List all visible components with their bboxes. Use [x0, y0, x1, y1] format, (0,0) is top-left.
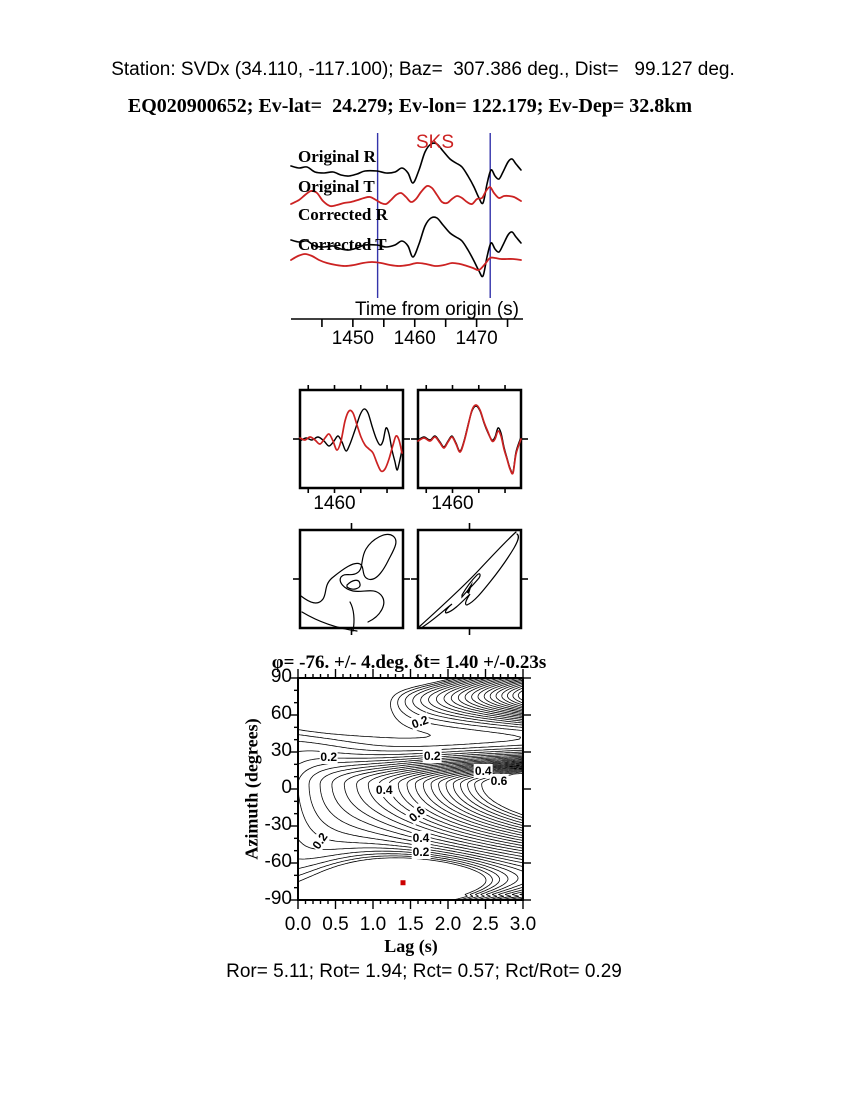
splitting-result-title: φ= -76. +/- 4.deg. δt= 1.40 +/-0.23s: [271, 652, 547, 673]
lag-tick-label: 0.5: [322, 914, 349, 935]
particle-motion-panel-corrected: [411, 523, 528, 635]
lag-tick-label: 1.5: [397, 914, 424, 935]
time-axis: [291, 318, 523, 327]
time-tick-label: 1460: [393, 328, 436, 349]
contour-ylabel: Azimuth (degrees): [241, 718, 262, 860]
time-axis-label: Time from origin (s): [355, 299, 519, 320]
best-fit-marker: [400, 880, 406, 886]
comparison-panel-corrected: [411, 385, 528, 493]
trace-label-original-t: Original T: [298, 177, 375, 196]
contour-value-label: 0.2: [422, 748, 442, 763]
contour-frame: [290, 669, 531, 909]
particle-motion-panel-original: [293, 523, 410, 635]
trace-label-corrected-r: Corrected R: [298, 205, 388, 224]
energy-stats-caption: Ror= 5.11; Rot= 1.94; Rct= 0.57; Rct/Rot…: [226, 961, 622, 982]
time-tick-label: 1470: [455, 328, 498, 349]
azimuth-tick-label: 0: [281, 777, 292, 798]
lag-tick-label: 2.5: [472, 914, 499, 935]
splitting-window-markers: [376, 133, 491, 298]
trace-label-original-r: Original R: [298, 147, 376, 166]
azimuth-tick-label: -30: [264, 814, 292, 835]
lag-tick-label: 1.0: [359, 914, 387, 935]
best-fit-dot: [400, 880, 406, 886]
contour-value-label: 0.2: [319, 749, 339, 764]
azimuth-tick-label: 60: [270, 703, 292, 724]
azimuth-tick-label: 90: [270, 666, 292, 687]
contour-value-label: 0.6: [489, 773, 509, 788]
contour-plot: [298, 678, 523, 900]
lag-tick-label: 2.0: [434, 914, 462, 935]
comparison-tick-label: 1460: [431, 493, 474, 514]
event-header: EQ020900652; Ev-lat= 24.279; Ev-lon= 122…: [127, 95, 693, 117]
phase-label-sks: SKS: [415, 132, 455, 153]
waveform-traces: [290, 142, 522, 278]
station-header: Station: SVDx (34.110, -117.100); Baz= 3…: [111, 59, 735, 80]
contour-value-label: 0.4: [374, 782, 394, 797]
lag-tick-label: 3.0: [509, 914, 537, 935]
azimuth-tick-label: 30: [270, 740, 292, 761]
comparison-panel-original: [293, 385, 410, 493]
contour-value-label: 0.2: [411, 845, 431, 860]
contour-value-label: 0.4: [411, 830, 431, 845]
azimuth-tick-label: -60: [264, 851, 292, 872]
contour-lines: [298, 678, 523, 900]
contour-xlabel: Lag (s): [384, 936, 438, 956]
azimuth-tick-label: -90: [264, 888, 292, 909]
comparison-tick-label: 1460: [313, 493, 356, 514]
trace-label-corrected-t: Corrected T: [298, 235, 387, 254]
contour-value-label: 0.4: [473, 763, 493, 778]
lag-tick-label: 0.0: [284, 914, 312, 935]
time-tick-label: 1450: [331, 328, 374, 349]
